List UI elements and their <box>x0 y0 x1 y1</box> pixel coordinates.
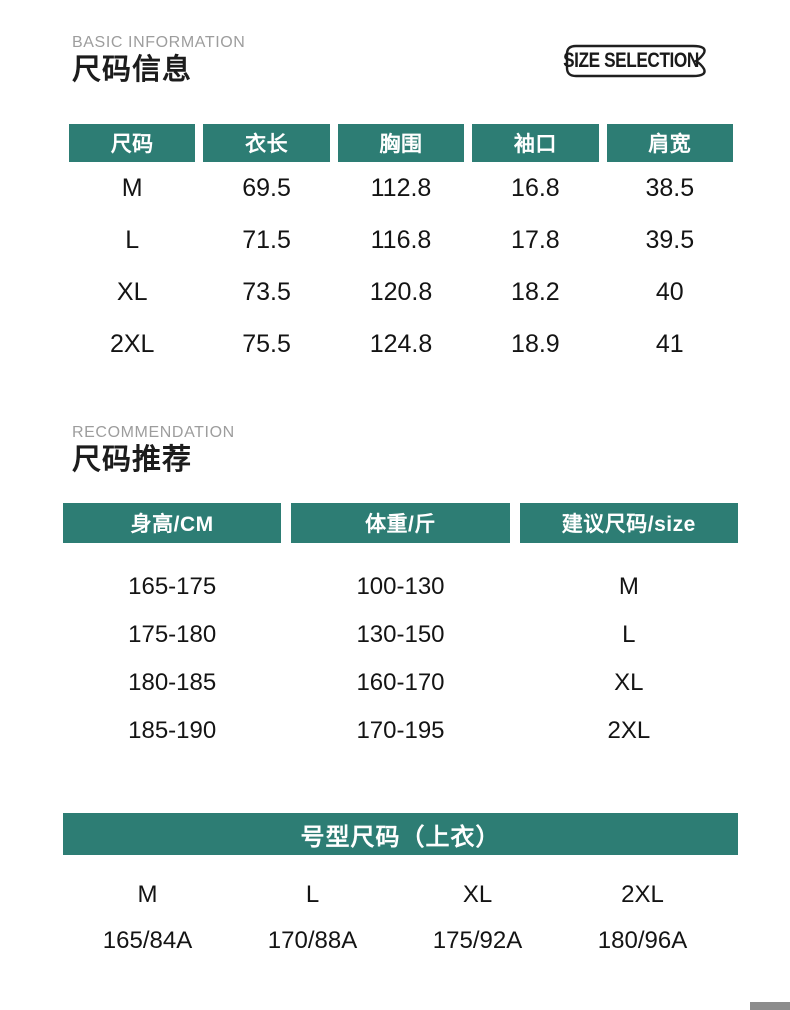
table-row: XL 73.5 120.8 18.2 40 <box>69 266 733 318</box>
height-cell: 185-190 <box>128 717 217 744</box>
recommend-header-suggested-size: 建议尺码/size <box>519 503 738 543</box>
bottom-corner-artifact <box>750 1002 790 1010</box>
recommendation-header: RECOMMENDATION 尺码推荐 <box>72 424 235 476</box>
height-cell: 175-180 <box>128 621 217 648</box>
cuff-cell: 17.8 <box>511 225 560 254</box>
size-table-header-row: 尺码 衣长 胸围 袖口 肩宽 <box>69 124 733 162</box>
model-size-cell: L <box>305 881 320 908</box>
suggested-size-cell: XL <box>614 669 644 696</box>
model-type-cell: 165/84A <box>102 927 193 954</box>
model-type-cell: 175/92A <box>432 927 523 954</box>
size-table-header-cuff: 袖口 <box>472 124 599 162</box>
weight-cell: 100-130 <box>356 573 445 600</box>
table-row: M 69.5 112.8 16.8 38.5 <box>69 162 733 214</box>
model-type-row: 165/84A 170/88A 175/92A 180/96A <box>65 918 725 964</box>
size-table-header-shoulder: 肩宽 <box>606 124 733 162</box>
table-row: 2XL 75.5 124.8 18.9 41 <box>69 318 733 370</box>
table-row: 185-190 170-195 2XL <box>63 707 738 755</box>
chest-cell: 116.8 <box>370 225 432 254</box>
suggested-size-cell: L <box>622 621 636 648</box>
recommendation-eyebrow: RECOMMENDATION <box>72 424 235 441</box>
model-type-cell: 170/88A <box>267 927 358 954</box>
shoulder-cell: 38.5 <box>645 173 695 202</box>
model-size-table: M L XL 2XL 165/84A 170/88A 175/92A 180/9… <box>65 872 725 964</box>
chest-cell: 112.8 <box>370 173 432 202</box>
recommendation-title: 尺码推荐 <box>72 444 193 477</box>
recommend-header-height: 身高/CM <box>63 503 282 543</box>
model-size-cell: XL <box>462 881 493 908</box>
recommend-table-body: 165-175 100-130 M 175-180 130-150 L 180-… <box>63 563 738 755</box>
size-table-header-chest: 胸围 <box>337 124 465 162</box>
size-cell: L <box>125 225 140 254</box>
length-cell: 75.5 <box>242 329 291 358</box>
model-size-row: M L XL 2XL <box>65 872 725 918</box>
basic-info-header: BASIC INFORMATION 尺码信息 <box>72 34 245 86</box>
length-cell: 69.5 <box>242 173 291 202</box>
table-row: 175-180 130-150 L <box>63 611 738 659</box>
table-row: 165-175 100-130 M <box>63 563 738 611</box>
shoulder-cell: 40 <box>655 277 684 306</box>
cuff-cell: 16.8 <box>511 173 560 202</box>
shoulder-cell: 39.5 <box>645 225 695 254</box>
model-size-cell: 2XL <box>621 881 664 908</box>
height-cell: 180-185 <box>128 669 217 696</box>
length-cell: 73.5 <box>242 277 291 306</box>
suggested-size-cell: 2XL <box>607 717 651 744</box>
height-cell: 165-175 <box>128 573 217 600</box>
size-cell: XL <box>116 277 148 306</box>
length-cell: 71.5 <box>242 225 291 254</box>
weight-cell: 160-170 <box>356 669 445 696</box>
size-measurement-table: 尺码 衣长 胸围 袖口 肩宽 M 69.5 112.8 16.8 38.5 L … <box>69 124 733 370</box>
size-recommendation-table: 身高/CM 体重/斤 建议尺码/size 165-175 100-130 M 1… <box>63 503 738 755</box>
suggested-size-cell: M <box>618 573 639 600</box>
size-selection-badge: SIZE SELECTION <box>563 44 711 78</box>
size-selection-badge-label: SIZE SELECTION <box>563 49 699 72</box>
chest-cell: 120.8 <box>369 277 433 306</box>
table-row: L 71.5 116.8 17.8 39.5 <box>69 214 733 266</box>
ribbon-outline-icon <box>565 44 706 78</box>
basic-info-eyebrow: BASIC INFORMATION <box>72 34 246 51</box>
cuff-cell: 18.2 <box>511 277 560 306</box>
chest-cell: 124.8 <box>369 329 433 358</box>
size-cell: 2XL <box>109 329 155 358</box>
table-row: 180-185 160-170 XL <box>63 659 738 707</box>
cuff-cell: 18.9 <box>511 329 560 358</box>
shoulder-cell: 41 <box>655 329 684 358</box>
size-table-header-size: 尺码 <box>69 124 196 162</box>
model-size-cell: M <box>137 881 158 908</box>
size-table-header-length: 衣长 <box>203 124 330 162</box>
weight-cell: 170-195 <box>356 717 445 744</box>
model-type-cell: 180/96A <box>597 927 688 954</box>
weight-cell: 130-150 <box>356 621 445 648</box>
size-cell: M <box>121 173 143 202</box>
recommend-table-header-row: 身高/CM 体重/斤 建议尺码/size <box>63 503 738 543</box>
model-size-band-title: 号型尺码（上衣） <box>63 813 738 855</box>
basic-info-title: 尺码信息 <box>72 54 193 87</box>
recommend-header-weight: 体重/斤 <box>291 503 510 543</box>
